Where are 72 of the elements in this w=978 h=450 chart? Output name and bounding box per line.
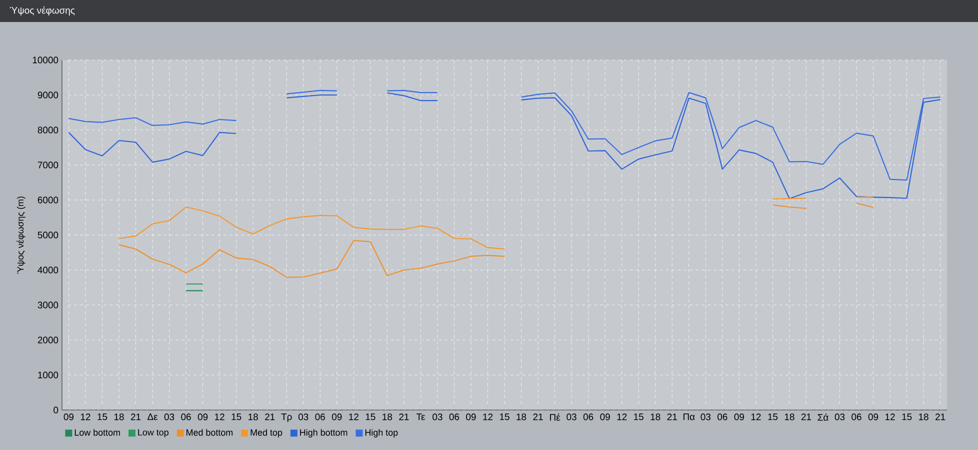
x-tick-label: 06: [449, 414, 460, 420]
x-tick-label: 03: [164, 414, 174, 420]
x-tick-label: 06: [181, 414, 191, 420]
x-tick-label: Τε: [416, 414, 426, 420]
y-tick-label: 9000: [38, 92, 58, 98]
x-tick-label: 21: [936, 414, 946, 420]
x-tick-label: 18: [784, 414, 794, 420]
x-tick-label: 15: [366, 414, 376, 420]
x-tick-label: 18: [919, 414, 928, 420]
x-tick-label: 06: [852, 414, 862, 420]
x-tick-label: 15: [768, 414, 778, 420]
y-tick-label: 3000: [38, 302, 58, 308]
x-tick-label: 18: [650, 414, 660, 420]
x-tick-label: Πέ: [550, 414, 560, 421]
x-tick-label: 18: [382, 414, 392, 420]
x-tick-label: 09: [466, 414, 476, 420]
x-tick-label: 15: [634, 414, 644, 420]
x-tick-label: 15: [232, 414, 242, 420]
x-tick-label: 03: [298, 414, 308, 420]
y-tick-label: 4000: [38, 266, 58, 274]
x-tick-label: Σά: [818, 414, 828, 421]
x-tick-label: 03: [432, 414, 442, 420]
legend-label: Med top: [250, 429, 282, 438]
y-tick-label: 7000: [38, 162, 58, 168]
x-tick-label: 21: [399, 414, 409, 420]
x-tick-label: 09: [198, 414, 208, 420]
y-tick-label: 0: [54, 406, 58, 414]
y-axis-title: Ύψος νέφωσης (m): [16, 196, 26, 274]
x-tick-label: 09: [734, 414, 744, 420]
legend-label: High bottom: [300, 429, 348, 438]
x-tick-label: 15: [902, 414, 912, 420]
x-tick-label: 18: [516, 414, 526, 420]
legend-label: Low top: [138, 429, 168, 438]
x-tick-label: 12: [483, 414, 493, 420]
x-tick-label: 21: [533, 414, 543, 420]
x-tick-label: 15: [98, 414, 108, 420]
x-tick-label: 06: [718, 414, 728, 420]
legend-label: Low bottom: [74, 429, 120, 436]
x-tick-label: 21: [667, 414, 677, 420]
x-tick-label: Πα: [684, 414, 695, 420]
x-tick-label: 12: [617, 414, 627, 420]
legend-label: High top: [365, 429, 398, 438]
chart-title: Ύψος νέφωσης: [10, 6, 75, 16]
x-tick-label: 03: [834, 414, 845, 420]
x-tick-label: 21: [801, 414, 812, 420]
x-tick-label: 12: [215, 414, 224, 420]
x-tick-label: 18: [248, 414, 258, 420]
y-tick-label: 5000: [38, 232, 58, 238]
y-tick-label: 2000: [38, 336, 58, 344]
x-tick-label: 12: [885, 414, 895, 420]
x-tick-label: 12: [80, 414, 90, 420]
x-tick-label: Τρ: [281, 414, 292, 422]
y-tick-label: 1000: [38, 372, 58, 378]
x-tick-label: 06: [315, 414, 325, 420]
x-tick-label: 21: [265, 414, 275, 420]
y-tick-label: 10000: [32, 56, 58, 64]
legend-label: Med bottom: [186, 429, 233, 436]
x-tick-label: 09: [868, 414, 878, 420]
x-tick-label: 06: [583, 414, 594, 420]
x-tick-label: 12: [349, 414, 358, 420]
x-tick-label: 12: [751, 414, 761, 420]
x-tick-label: 15: [500, 414, 510, 420]
x-tick-label: 09: [64, 414, 74, 420]
x-tick-label: 03: [700, 414, 710, 420]
x-tick-label: 03: [566, 414, 576, 420]
x-tick-label: 21: [130, 414, 141, 420]
x-tick-label: Δε: [148, 414, 158, 420]
y-tick-label: 6000: [38, 196, 58, 204]
y-tick-label: 8000: [38, 126, 58, 134]
x-tick-label: 09: [332, 414, 342, 420]
x-tick-label: 09: [600, 414, 610, 420]
x-tick-label: 18: [114, 414, 124, 420]
